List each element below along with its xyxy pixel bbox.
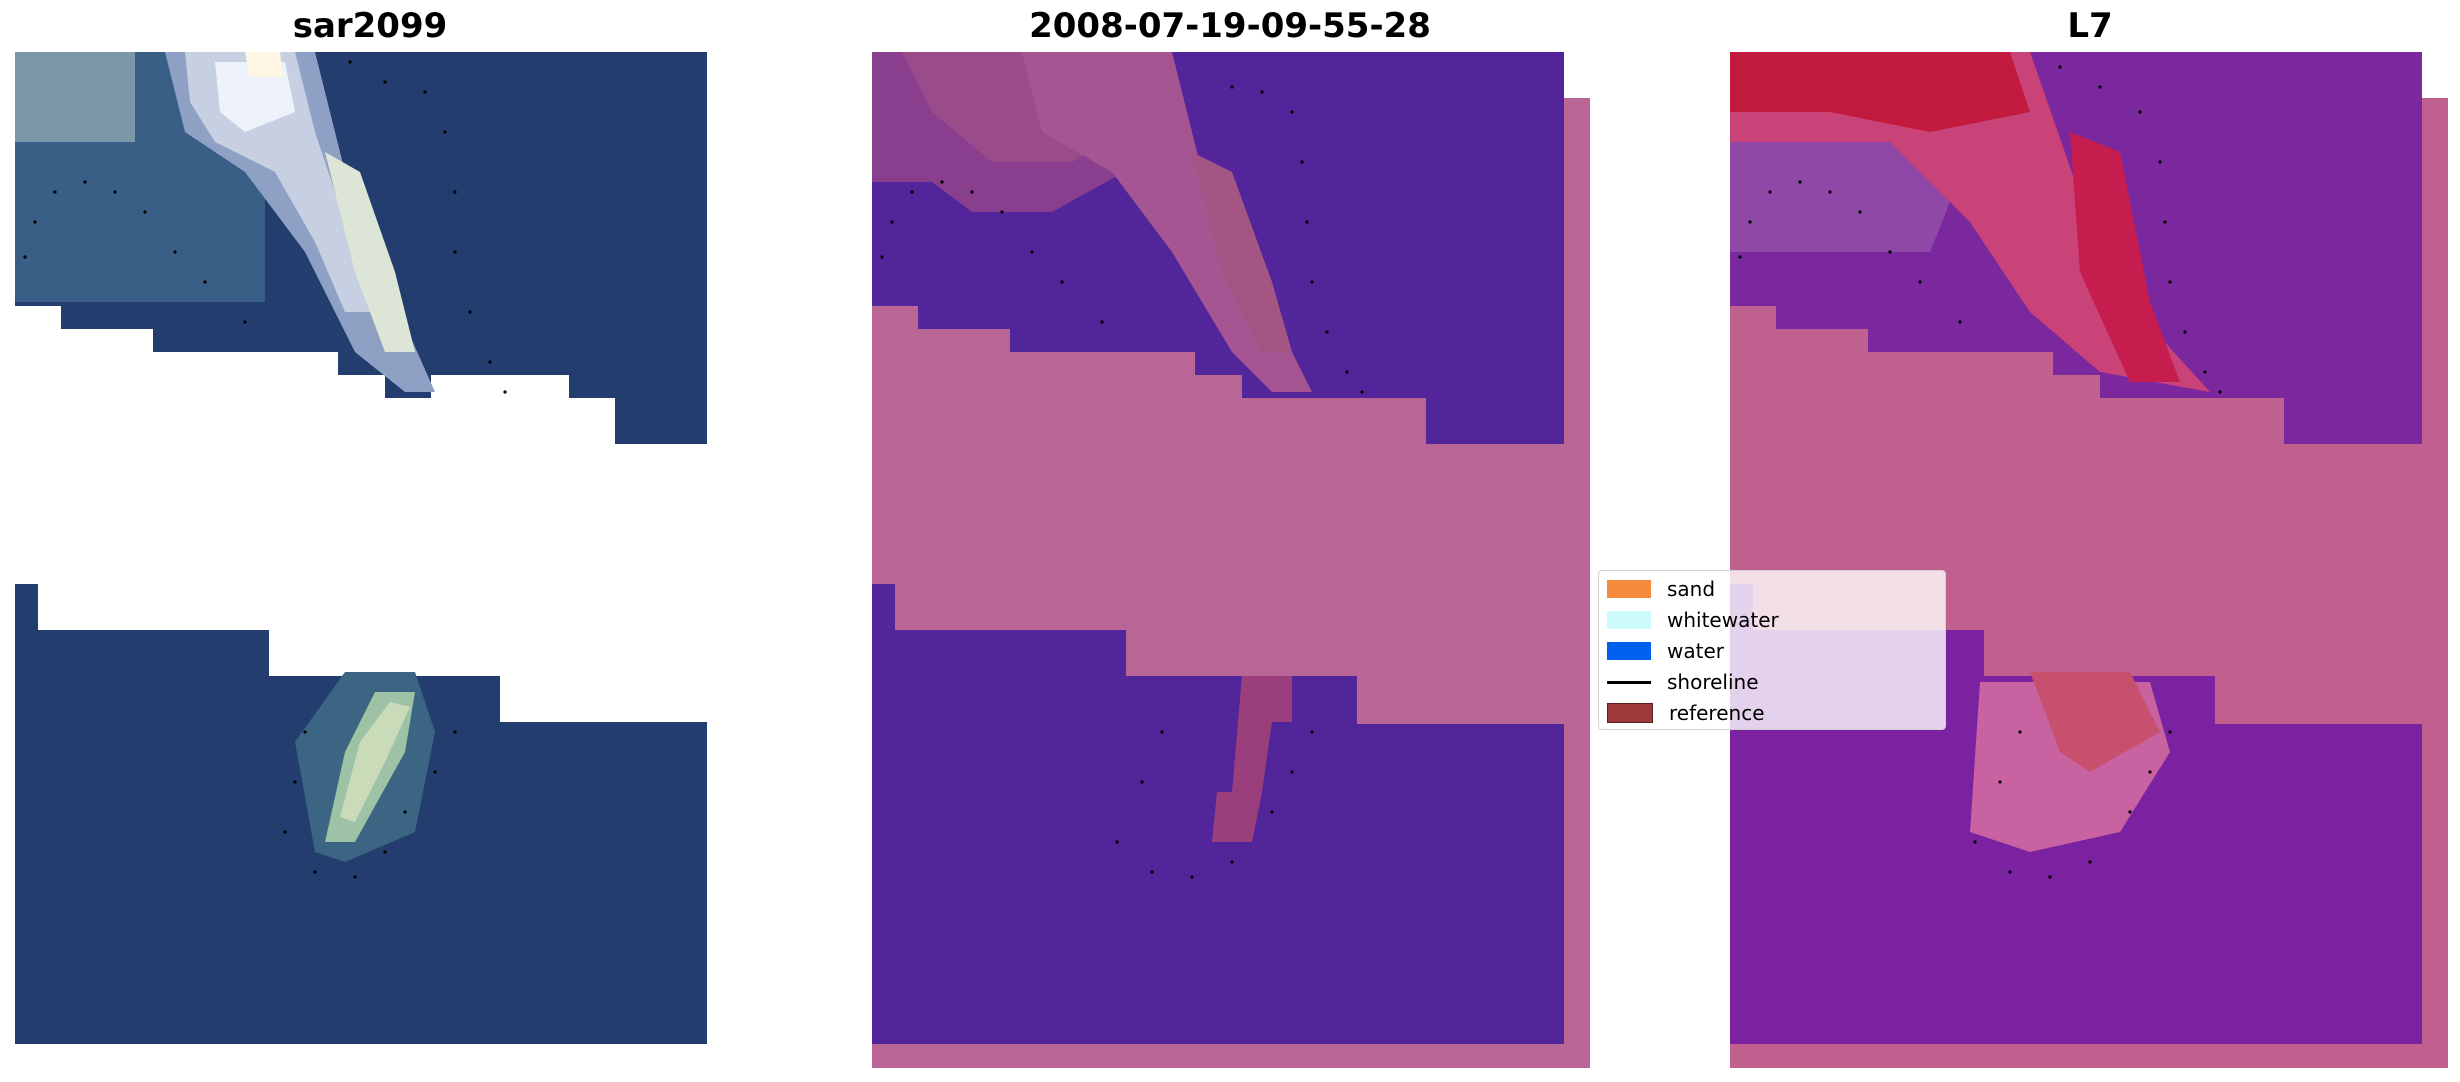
legend: sand whitewater water shoreline referenc… [1598, 570, 1946, 730]
legend-entry-reference: reference [1607, 701, 1765, 725]
panel-title-classified: 2008-07-19-09-55-28 [1029, 6, 1431, 46]
sand-swatch-icon [1607, 580, 1651, 598]
index-image-panel [1730, 52, 2448, 1068]
reference-swatch-icon [1607, 703, 1653, 723]
legend-entry-shoreline: shoreline [1607, 670, 1759, 694]
legend-label-water: water [1667, 639, 1724, 663]
shoreline-line-icon [1607, 680, 1651, 684]
legend-entry-water: water [1607, 639, 1724, 663]
index-image [1730, 52, 2448, 1068]
rgb-image [15, 52, 707, 1044]
legend-label-whitewater: whitewater [1667, 608, 1779, 632]
legend-label-shoreline: shoreline [1667, 670, 1759, 694]
whitewater-swatch-icon [1607, 611, 1651, 629]
panel-title-rgb: sar2099 [292, 6, 448, 46]
panel-title-index: L7 [2067, 6, 2113, 46]
rgb-image-panel [15, 52, 707, 1044]
classified-image-panel [872, 52, 1590, 1068]
legend-label-sand: sand [1667, 577, 1716, 601]
water-swatch-icon [1607, 642, 1651, 660]
legend-entry-whitewater: whitewater [1607, 608, 1779, 632]
legend-entry-sand: sand [1607, 577, 1716, 601]
classified-image [872, 52, 1590, 1068]
legend-label-reference: reference [1669, 701, 1765, 725]
